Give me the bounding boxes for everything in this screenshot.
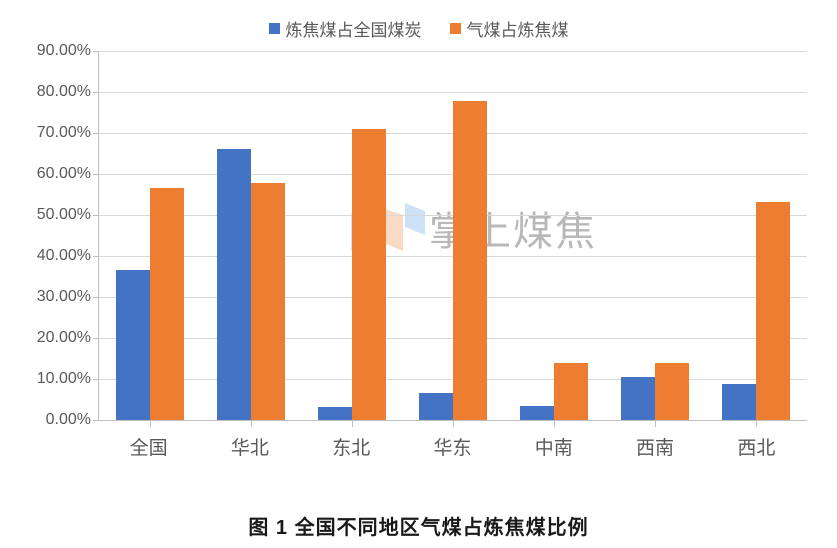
bar-group	[605, 51, 706, 420]
bar	[756, 202, 790, 420]
legend-label-1: 气煤占炼焦煤	[467, 16, 569, 41]
legend-item-0: 炼焦煤占全国煤炭	[269, 16, 422, 41]
bar	[722, 384, 756, 420]
bar	[655, 363, 689, 420]
bar	[318, 407, 352, 420]
bar-group	[402, 51, 503, 420]
y-tick-label: 50.00%	[21, 206, 91, 224]
legend: 炼焦煤占全国煤炭 气煤占炼焦煤	[20, 10, 817, 51]
legend-swatch-0	[269, 23, 280, 34]
y-tick-label: 60.00%	[21, 165, 91, 183]
x-tick-mark	[453, 421, 454, 427]
bar-group	[301, 51, 402, 420]
y-tick-label: 20.00%	[21, 329, 91, 347]
x-tick-mark	[352, 421, 353, 427]
y-tick-label: 70.00%	[21, 124, 91, 142]
y-tick-label: 30.00%	[21, 288, 91, 306]
x-tick-label: 华东	[402, 433, 503, 460]
bar	[554, 363, 588, 420]
legend-item-1: 气煤占炼焦煤	[450, 16, 569, 41]
x-tick-label: 中南	[503, 433, 604, 460]
bar-group	[99, 51, 200, 420]
x-tick-label: 西北	[706, 433, 807, 460]
bar	[217, 149, 251, 420]
legend-swatch-1	[450, 23, 461, 34]
y-tick-label: 90.00%	[21, 42, 91, 60]
x-tick-label: 西南	[604, 433, 705, 460]
y-tick-mark	[93, 420, 99, 421]
x-tick-mark	[554, 421, 555, 427]
x-tick-label: 全国	[98, 433, 199, 460]
x-tick-mark	[150, 421, 151, 427]
x-tick-mark	[251, 421, 252, 427]
bar	[352, 129, 386, 420]
bar	[621, 377, 655, 420]
bar-group	[200, 51, 301, 420]
y-tick-label: 80.00%	[21, 83, 91, 101]
y-tick-label: 10.00%	[21, 370, 91, 388]
y-tick-label: 40.00%	[21, 247, 91, 265]
x-tick-label: 东北	[301, 433, 402, 460]
bar	[453, 101, 487, 420]
bars-layer	[99, 51, 807, 420]
bar	[520, 406, 554, 420]
bar-group	[706, 51, 807, 420]
chart-container: 炼焦煤占全国煤炭 气煤占炼焦煤 掌上煤焦 0.00%10.00%20.00%30…	[20, 10, 817, 480]
x-tick-mark	[655, 421, 656, 427]
bar	[116, 270, 150, 420]
x-tick-label: 华北	[199, 433, 300, 460]
legend-label-0: 炼焦煤占全国煤炭	[286, 16, 422, 41]
bar	[419, 393, 453, 420]
figure-caption: 图 1 全国不同地区气煤占炼焦煤比例	[0, 511, 837, 540]
y-tick-label: 0.00%	[21, 411, 91, 429]
x-tick-mark	[756, 421, 757, 427]
bar-group	[504, 51, 605, 420]
plot-area: 掌上煤焦 0.00%10.00%20.00%30.00%40.00%50.00%…	[98, 51, 807, 421]
bar	[150, 188, 184, 420]
bar	[251, 183, 285, 420]
